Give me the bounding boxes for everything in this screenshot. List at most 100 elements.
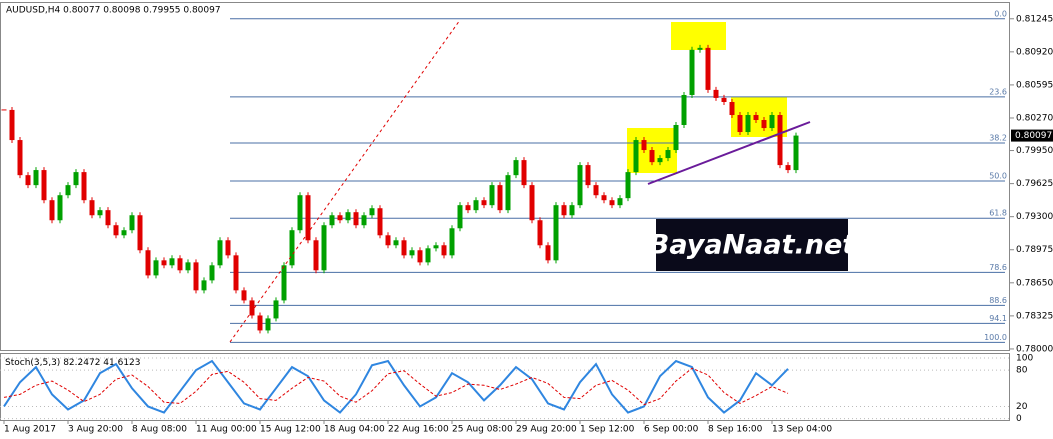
- candle-body: [465, 205, 471, 211]
- price-label: 0.80097: [1015, 131, 1052, 141]
- oscillator-panel: [0, 353, 1010, 421]
- candle-body: [305, 195, 311, 241]
- candle-body: [329, 215, 335, 226]
- y-tick-label: 0.78650: [1016, 278, 1053, 288]
- x-tick-label: 1 Aug 2017: [4, 425, 56, 435]
- candle-body: [337, 215, 343, 221]
- candle-body: [529, 185, 535, 221]
- candle-body: [401, 240, 407, 256]
- candle-body: [721, 97, 727, 103]
- y-tick-label: 0.80270: [1016, 113, 1053, 123]
- candle-body: [521, 160, 527, 186]
- candle-body: [409, 250, 415, 256]
- candle-body: [17, 140, 23, 176]
- candle-body: [9, 109, 15, 141]
- x-tick-label: 13 Sep 04:00: [772, 425, 832, 435]
- candle-body: [193, 262, 199, 291]
- y-tick-label: 0.78000: [1016, 344, 1053, 354]
- candle-body: [33, 170, 39, 186]
- fib-label: 50.0: [989, 172, 1007, 181]
- price-box: [1011, 129, 1053, 142]
- candle-body: [593, 185, 599, 196]
- watermark-box: [656, 219, 848, 271]
- fib-label: 0.0: [994, 9, 1007, 18]
- candle-body: [489, 185, 495, 206]
- candle-body: [513, 160, 519, 176]
- candle-body: [625, 172, 631, 199]
- x-tick-label: 22 Aug 16:00: [388, 425, 449, 435]
- x-tick-label: 8 Aug 08:00: [132, 425, 187, 435]
- candle-body: [713, 89, 719, 98]
- oscillator-value: 82.2472: [63, 358, 100, 368]
- y-tick-label: 100: [1016, 354, 1033, 364]
- candle-body: [137, 215, 143, 251]
- candle-body: [297, 195, 303, 231]
- candle-body: [393, 240, 399, 246]
- y-tick-label: 0.79625: [1016, 179, 1053, 189]
- candle-body: [41, 170, 47, 201]
- fib-label: 88.6: [989, 296, 1007, 305]
- y-tick-label: 20: [1016, 402, 1028, 412]
- x-tick-label: 8 Sep 16:00: [708, 425, 763, 435]
- candle-body: [785, 165, 791, 171]
- trend-line: [647, 121, 811, 185]
- candle-body: [377, 208, 383, 236]
- candle-body: [769, 115, 775, 129]
- candle-body: [65, 185, 71, 196]
- candle-body: [281, 265, 287, 301]
- oscillator-line: [3, 367, 789, 406]
- candle-body: [289, 230, 295, 266]
- candle-body: [553, 205, 559, 261]
- candle-body: [169, 258, 175, 266]
- candle-body: [385, 235, 391, 246]
- candle-body: [217, 240, 223, 266]
- candle-body: [609, 200, 615, 206]
- candle-body: [673, 124, 679, 151]
- candle-body: [425, 248, 431, 263]
- candle-body: [57, 195, 63, 221]
- candle-body: [177, 258, 183, 271]
- fib-label: 100.0: [984, 333, 1007, 342]
- candle-body: [473, 200, 479, 211]
- candle-body: [745, 115, 751, 133]
- candle-body: [313, 240, 319, 271]
- candle-body: [129, 215, 135, 231]
- candle-body: [345, 212, 351, 221]
- candle-body: [113, 225, 119, 236]
- oscillator-label: Stoch(3,5,3) 82.2472 41.6123: [5, 358, 141, 368]
- candle-body: [89, 200, 95, 216]
- candle-body: [73, 172, 79, 186]
- x-tick-label: 15 Aug 12:00: [260, 425, 321, 435]
- y-tick-label: 0.81245: [1016, 14, 1053, 24]
- watermark: BayaNaat.net: [649, 230, 857, 261]
- fib-label: 78.6: [989, 263, 1007, 272]
- plot: [1, 18, 1005, 343]
- chart-title: AUDUSD,H4 0.80077 0.80098 0.79955 0.8009…: [6, 6, 221, 16]
- candle-body: [369, 208, 375, 216]
- highlight-box: [671, 22, 726, 50]
- candle-body: [121, 230, 127, 236]
- candle-body: [25, 175, 31, 186]
- y-tick-label: 0.78325: [1016, 311, 1053, 321]
- candle-body: [649, 150, 655, 163]
- candle-body: [561, 205, 567, 216]
- candle-body: [449, 228, 455, 256]
- candle-body: [777, 115, 783, 166]
- candle-body: [705, 47, 711, 90]
- x-tick-label: 29 Aug 20:00: [516, 425, 577, 435]
- candle-body: [249, 300, 255, 316]
- candle-body: [97, 210, 103, 216]
- candle-body: [569, 205, 575, 216]
- oscillator-name: Stoch(3,5,3): [5, 358, 60, 368]
- candle-body: [433, 245, 439, 249]
- candle-body: [601, 195, 607, 201]
- candle-body: [761, 120, 767, 129]
- candle-body: [729, 102, 735, 116]
- candle-body: [505, 175, 511, 211]
- candle-body: [689, 49, 695, 95]
- y-tick-label: 0.80920: [1016, 47, 1053, 57]
- candle-body: [481, 200, 487, 206]
- y-tick-label: 0.80595: [1016, 80, 1053, 90]
